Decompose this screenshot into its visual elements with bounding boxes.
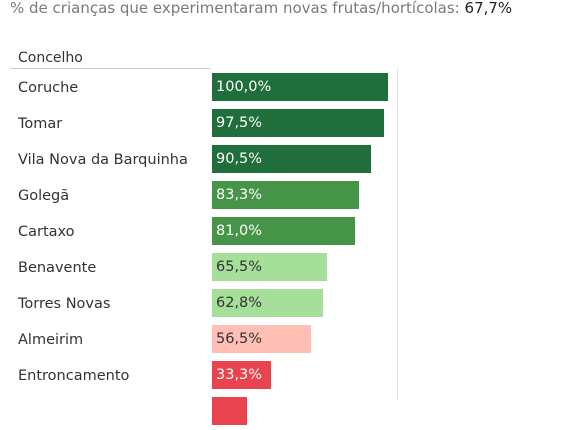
category-label: Entroncamento [18,368,130,384]
bar-value-label: 83,3% [216,187,263,203]
category-label: Benavente [18,260,97,276]
category-label: Cartaxo [18,224,75,240]
bar-value-label: 56,5% [216,331,263,347]
bar-row[interactable]: Tomar 97,5% [0,106,580,142]
summary-label: % de crianças que experimentaram novas f… [10,0,460,17]
bar-value-label: 65,5% [216,259,263,275]
bar[interactable]: 33,3% [212,361,271,389]
bar-value-label: 97,5% [216,115,263,131]
category-label: Tomar [18,116,63,132]
bar-row[interactable]: Entroncamento 33,3% [0,358,580,394]
category-label: Coruche [18,80,79,96]
summary-value: 67,7% [464,0,513,17]
category-label: Golegã [18,188,70,204]
bar-row[interactable] [0,394,580,430]
bar[interactable]: 97,5% [212,109,384,137]
bar[interactable] [212,397,247,425]
column-header-concelho[interactable]: Concelho [18,50,83,66]
header-divider [10,68,210,69]
bar-value-label: 62,8% [216,295,263,311]
chart-panel-divider [397,68,398,400]
bar-row[interactable]: Benavente 65,5% [0,250,580,286]
bar-value-label: 81,0% [216,223,263,239]
bar-row[interactable]: Almeirim 56,5% [0,322,580,358]
bar-value-label: 33,3% [216,367,263,383]
bar[interactable]: 81,0% [212,217,355,245]
category-label: Torres Novas [18,296,111,312]
bar-row[interactable]: Vila Nova da Barquinha 90,5% [0,142,580,178]
bar[interactable]: 65,5% [212,253,327,281]
bar[interactable]: 56,5% [212,325,311,353]
bar[interactable]: 62,8% [212,289,323,317]
bar-row[interactable]: Torres Novas 62,8% [0,286,580,322]
bar-value-label: 100,0% [216,79,272,95]
bar-row[interactable]: Coruche 100,0% [0,70,580,106]
category-label: Almeirim [18,332,84,348]
category-label: Vila Nova da Barquinha [18,152,188,168]
summary-text: % de crianças que experimentaram novas f… [10,0,512,19]
bar-row[interactable]: Cartaxo 81,0% [0,214,580,250]
bar[interactable]: 100,0% [212,73,388,101]
bar-chart: Coruche 100,0% Tomar 97,5% Vila Nova da Barq… [0,70,580,425]
bar[interactable]: 90,5% [212,145,371,173]
bar[interactable]: 83,3% [212,181,359,209]
bar-value-label: 90,5% [216,151,263,167]
bar-row[interactable]: Golegã 83,3% [0,178,580,214]
